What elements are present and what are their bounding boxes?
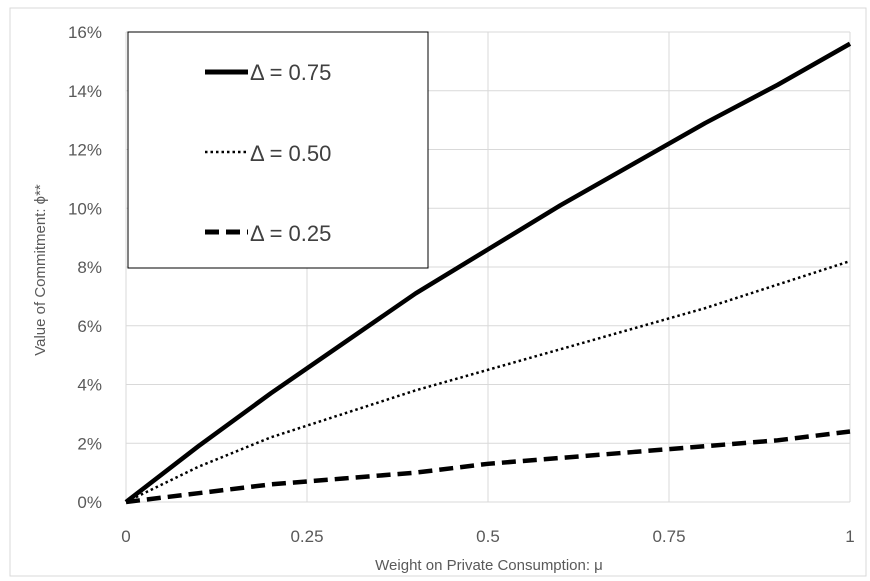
legend: Δ = 0.75 Δ = 0.50 Δ = 0.25 (127, 31, 429, 269)
legend-label-0: Δ = 0.75 (250, 60, 331, 85)
y-tick-label: 6% (77, 317, 102, 336)
series-lines (124, 41, 852, 505)
x-tick-label: 0.5 (476, 527, 500, 546)
y-tick-label: 0% (77, 493, 102, 512)
y-axis-title: Value of Commitment: ϕ** (32, 184, 49, 356)
y-tick-label: 8% (77, 258, 102, 277)
series-line-0 (124, 41, 852, 504)
y-tick-label: 12% (68, 141, 102, 160)
x-tick-label: 0.25 (290, 527, 323, 546)
y-tick-label: 16% (68, 23, 102, 42)
y-tick-label: 2% (77, 434, 102, 453)
x-tick-label: 0.75 (652, 527, 685, 546)
legend-label-2: Δ = 0.25 (250, 221, 331, 246)
x-tick-label: 0 (121, 527, 130, 546)
tick-labels: 0% 2% 4% 6% 8% 10% 12% 14% 16% 0 0.25 0.5 0.75 1 (68, 23, 855, 546)
y-tick-label: 4% (77, 376, 102, 395)
legend-box (127, 31, 429, 269)
x-tick-label: 1 (845, 527, 854, 546)
series-line-1 (125, 259, 851, 504)
x-axis-title: Weight on Private Consumption: μ (375, 557, 603, 574)
legend-label-1: Δ = 0.50 (250, 141, 331, 166)
y-tick-label: 14% (68, 82, 102, 101)
y-tick-label: 10% (68, 199, 102, 218)
series-line-2 (125, 429, 851, 505)
